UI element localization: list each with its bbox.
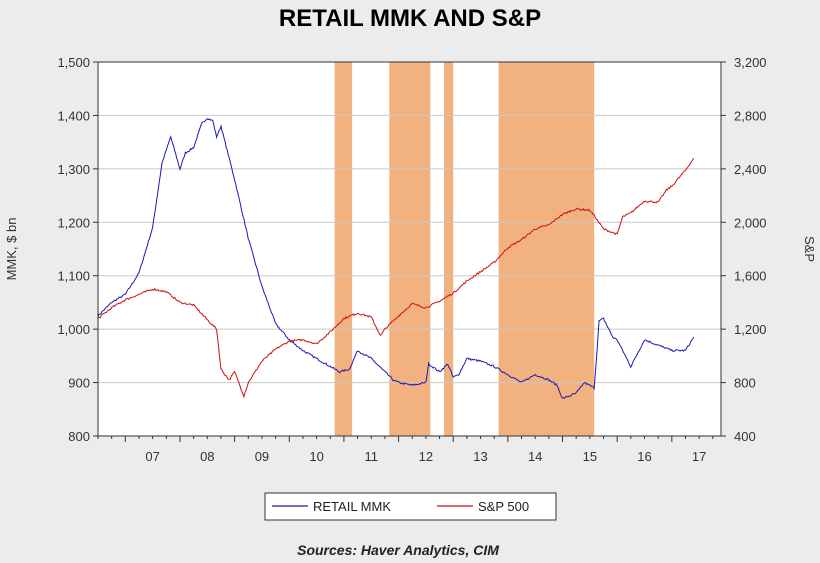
x-tick-label: 13: [473, 449, 487, 464]
recession-shading: [334, 62, 595, 436]
x-tick-label: 09: [255, 449, 269, 464]
legend: RETAIL MMK S&P 500: [264, 492, 557, 521]
left-tick-label: 1,300: [57, 162, 90, 177]
right-tick-label: 2,400: [734, 162, 767, 177]
right-tick-label: 3,200: [734, 55, 767, 70]
right-axis-label: S&P: [802, 236, 817, 262]
series-lines: [97, 118, 695, 399]
x-tick-label: 11: [364, 449, 378, 464]
x-tick-label: 07: [145, 449, 159, 464]
legend-label-retail-mmk: RETAIL MMK: [313, 499, 391, 514]
x-tick-label: 15: [583, 449, 597, 464]
left-tick-label: 1,500: [57, 55, 90, 70]
shaded-period-1: [389, 62, 431, 436]
x-tick-label: 14: [528, 449, 542, 464]
left-axis-label: MMK, $ bn: [4, 218, 19, 281]
shaded-period-0: [334, 62, 353, 436]
right-tick-label: 1,600: [734, 269, 767, 284]
series-line-sp500: [97, 157, 695, 399]
left-tick-label: 900: [68, 376, 90, 391]
right-tick-label: 2,800: [734, 108, 767, 123]
left-axis: 800 900 1,000 1,100 1,200 1,300 1,400 1,500: [57, 55, 98, 444]
right-tick-label: 1,200: [734, 322, 767, 337]
gridlines: [98, 114, 721, 384]
left-tick-label: 1,000: [57, 322, 90, 337]
left-tick-label: 1,200: [57, 215, 90, 230]
legend-label-sp500: S&P 500: [478, 499, 529, 514]
right-axis: 400 800 1,200 1,600 2,000 2,400 2,800 3,200: [721, 55, 767, 444]
right-tick-label: 400: [734, 429, 756, 444]
x-tick-label: 12: [419, 449, 433, 464]
series-line-retail-mmk: [97, 118, 695, 399]
x-tick-label: 08: [200, 449, 214, 464]
left-tick-label: 1,100: [57, 269, 90, 284]
shaded-period-2: [443, 62, 454, 436]
source-note: Sources: Haver Analytics, CIM: [297, 542, 499, 558]
plot-frame: [97, 61, 722, 437]
shaded-period-3: [498, 62, 595, 436]
x-axis: 07 08 09 10 11 12 13 14 15 16 17: [97, 436, 714, 464]
x-tick-label: 16: [637, 449, 651, 464]
legend-box: [264, 492, 557, 521]
x-tick-label: 17: [692, 449, 706, 464]
right-tick-label: 800: [734, 376, 756, 391]
chart-title: RETAIL MMK AND S&P: [279, 5, 541, 32]
left-tick-label: 1,400: [57, 108, 90, 123]
left-tick-label: 800: [68, 429, 90, 444]
right-tick-label: 2,000: [734, 215, 767, 230]
x-tick-label: 10: [309, 449, 323, 464]
